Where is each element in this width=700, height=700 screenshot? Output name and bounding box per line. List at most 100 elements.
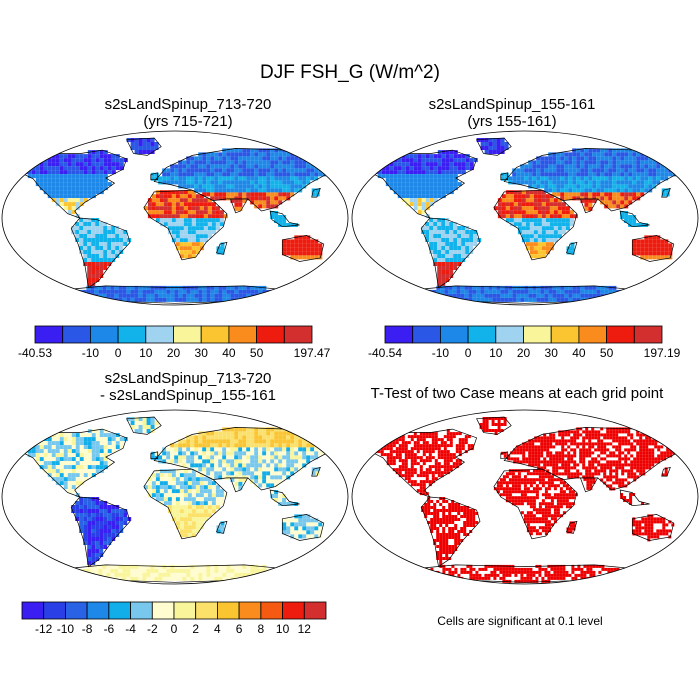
colorbar-diff-box-8 xyxy=(195,601,218,620)
panel-title-ttest: T-Test of two Case means at each grid po… xyxy=(352,385,682,402)
colorbar-case1-box-9 xyxy=(283,325,313,344)
colorbar-case2-label-2: 0 xyxy=(465,346,472,360)
colorbar-case1-label-2: 0 xyxy=(115,346,122,360)
colorbar-case2-box-8 xyxy=(606,325,635,344)
colorbar-diff-box-9 xyxy=(216,601,240,620)
coastline-northAmerica xyxy=(365,428,478,498)
coastline-southAmerica xyxy=(420,496,481,568)
coastline-northAmerica xyxy=(15,149,128,219)
colorbar-diff-label-2: -8 xyxy=(82,622,93,636)
map-case1 xyxy=(1,130,349,306)
panel-title-case2-line1: s2sLandSpinup_155-161 xyxy=(428,96,596,113)
colorbar-case1-label-3: 10 xyxy=(139,346,153,360)
colorbar-case2-box-5 xyxy=(523,325,552,344)
colorbar-diff-box-10 xyxy=(238,601,262,620)
colorbar-case2-box-3 xyxy=(467,325,497,344)
coastline-madagascar xyxy=(216,520,228,534)
coastline-australia xyxy=(631,235,675,262)
panel-title-case1-line2: (yrs 715-721) xyxy=(143,113,233,130)
coastline-eurasia xyxy=(153,427,335,491)
coastline-madagascar xyxy=(216,241,228,255)
colorbar-diff-box-3 xyxy=(86,601,110,620)
colorbar-case1-label-4: 20 xyxy=(167,346,181,360)
map-case2 xyxy=(351,130,699,306)
coastline-greenland xyxy=(126,416,162,435)
map-ttest xyxy=(351,409,699,585)
coastline-madagascar xyxy=(566,520,578,534)
colorbar-case2-label-7: 50 xyxy=(600,346,614,360)
coastline-india xyxy=(229,477,249,493)
colorbar-diff-box-2 xyxy=(65,601,88,620)
map-border xyxy=(351,409,699,585)
colorbar-case1: -40.53 -10 0 10 20 30 40 50 197.47 xyxy=(18,325,331,360)
coastline-eurasia xyxy=(503,148,685,212)
colorbar-diff-box-7 xyxy=(173,601,197,620)
coastline-india xyxy=(229,198,249,214)
coastline-uk xyxy=(150,451,159,460)
colorbar-case2-box-9 xyxy=(633,325,663,344)
coastline-uk xyxy=(500,172,509,181)
colorbar-diff-label-1: -10 xyxy=(57,622,75,636)
coastline-southAmerica xyxy=(420,217,481,289)
colorbar-diff-label-3: -6 xyxy=(104,622,115,636)
colorbar-case2-label-1: -10 xyxy=(432,346,450,360)
panel-title-case1: s2sLandSpinup_713-720 (yrs 715-721) xyxy=(28,96,348,130)
coastline-india xyxy=(579,477,599,493)
colorbar-case1-box-0 xyxy=(34,325,64,344)
coastline-india xyxy=(579,198,599,214)
colorbar-case2-box-1 xyxy=(412,325,441,344)
colorbar-case1-label-5: 30 xyxy=(195,346,209,360)
panel-title-case2-line2: (yrs 155-161) xyxy=(467,113,557,130)
colorbar-diff-label-0: -12 xyxy=(35,622,53,636)
colorbar-case2-label-4: 20 xyxy=(517,346,531,360)
coastline-seAsia xyxy=(269,489,300,507)
colorbar-case2-box-0 xyxy=(384,325,414,344)
colorbar-case1-box-7 xyxy=(228,325,257,344)
main-title: DJF FSH_G (W/m^2) xyxy=(260,62,440,83)
colorbar-case1-label-1: -10 xyxy=(82,346,100,360)
colorbar-diff: -12 -10 -8 -6 -4 -2 0 2 4 6 8 10 12 xyxy=(21,601,327,636)
coastline-japan xyxy=(661,187,671,198)
colorbar-diff-box-0 xyxy=(21,601,45,620)
colorbar-diff-label-5: -2 xyxy=(147,622,158,636)
colorbar-diff-label-12: 12 xyxy=(298,622,312,636)
coastline-northAmerica xyxy=(15,428,128,498)
colorbar-diff-label-11: 10 xyxy=(276,622,290,636)
coastline-seAsia xyxy=(619,489,650,507)
coastline-australia xyxy=(631,514,675,541)
coastline-greenland xyxy=(476,416,512,435)
coastline-northAmerica xyxy=(365,149,478,219)
coastline-australia xyxy=(281,235,325,262)
coastline-seAsia xyxy=(269,210,300,228)
coastline-southAmerica xyxy=(70,496,131,568)
colorbar-case1-box-1 xyxy=(62,325,91,344)
significance-note: Cells are significant at 0.1 level xyxy=(437,614,603,628)
panel-title-diff-line2: - s2sLandSpinup_155-161 xyxy=(100,387,276,404)
colorbar-case2-label-6: 40 xyxy=(572,346,586,360)
coastline-japan xyxy=(311,187,321,198)
colorbar-case1-box-3 xyxy=(117,325,147,344)
colorbar-case2-box-4 xyxy=(495,325,524,344)
panel-title-ttest-line1: T-Test of two Case means at each grid po… xyxy=(370,385,664,402)
coastline-japan xyxy=(661,466,671,477)
colorbar-diff-box-1 xyxy=(43,601,66,620)
colorbar-case2-label-5: 30 xyxy=(545,346,559,360)
panel-title-case1-line1: s2sLandSpinup_713-720 xyxy=(104,96,272,113)
colorbar-case1-box-6 xyxy=(200,325,230,344)
colorbar-diff-label-7: 2 xyxy=(192,622,199,636)
colorbar-case2-box-7 xyxy=(578,325,608,344)
colorbar-diff-box-4 xyxy=(108,601,132,620)
colorbar-diff-label-9: 6 xyxy=(236,622,243,636)
colorbar-case1-label-6: 40 xyxy=(222,346,236,360)
colorbar-diff-box-5 xyxy=(130,601,153,620)
colorbar-case2-label-3: 10 xyxy=(489,346,503,360)
map-border xyxy=(351,130,699,306)
map-land-cells xyxy=(369,138,685,302)
coastline-eurasia xyxy=(503,427,685,491)
colorbar-diff-box-13 xyxy=(303,601,327,620)
colorbar-case2-box-6 xyxy=(550,325,580,344)
colorbar-diff-label-4: -4 xyxy=(125,622,136,636)
coastline-seAsia xyxy=(619,210,650,228)
coastline-madagascar xyxy=(566,241,578,255)
colorbar-diff-label-10: 8 xyxy=(258,622,265,636)
